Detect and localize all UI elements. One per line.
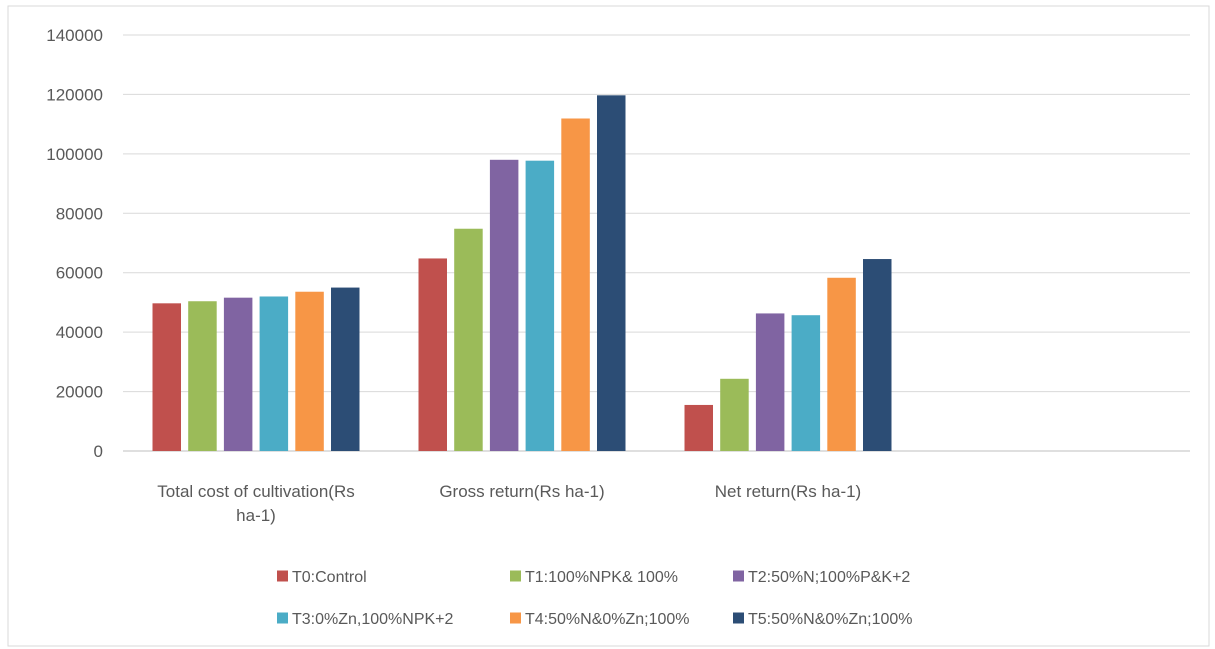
x-category-label: ha-1) <box>236 506 276 525</box>
y-tick-label: 20000 <box>56 383 103 402</box>
bar-t0-control-2 <box>684 404 713 451</box>
bar-t2-50-n-100-p-k-2-1 <box>489 159 519 452</box>
bar-t4-50-n-0-zn-100--1 <box>561 118 590 452</box>
bar-t0-control-1 <box>418 258 447 451</box>
y-tick-label: 140000 <box>46 26 103 45</box>
bar-t5-50-n-0-zn-100--2 <box>863 259 892 451</box>
legend-swatch <box>510 612 521 624</box>
bar-t2-50-n-100-p-k-2-2 <box>755 313 785 451</box>
y-tick-label: 0 <box>94 442 103 461</box>
y-tick-label: 120000 <box>46 85 103 104</box>
bar-t5-50-n-0-zn-100--1 <box>597 95 626 451</box>
y-tick-label: 40000 <box>56 323 103 342</box>
legend-swatch <box>277 570 288 582</box>
legend-label: T4:50%N&0%Zn;100% <box>525 611 690 628</box>
y-tick-label: 80000 <box>56 204 103 223</box>
bar-t3-0-zn-100-npk-2-1 <box>525 160 555 452</box>
x-axis-categories: Total cost of cultivation(Rs ha-1) Gross r… <box>157 482 861 525</box>
x-category-label: Net return(Rs ha-1) <box>715 482 861 501</box>
x-category-label: Gross return(Rs ha-1) <box>439 482 604 501</box>
bar-t1-100-npk-100--0 <box>188 301 217 451</box>
bar-t3-0-zn-100-npk-2-0 <box>259 296 289 451</box>
bar-t0-control-0 <box>152 303 181 451</box>
legend-label: T0:Control <box>292 569 367 586</box>
bar-t5-50-n-0-zn-100--0 <box>331 287 360 451</box>
bar-t1-100-npk-100--2 <box>720 378 749 451</box>
bar-t3-0-zn-100-npk-2-2 <box>791 315 821 451</box>
legend-label: T5:50%N&0%Zn;100% <box>748 611 913 628</box>
legend-label: T3:0%Zn,100%NPK+2 <box>292 611 454 628</box>
bar-t1-100-npk-100--1 <box>454 228 483 451</box>
legend-swatch <box>733 612 744 624</box>
legend-label: T2:50%N;100%P&K+2 <box>748 569 910 586</box>
x-category-label: Total cost of cultivation(Rs <box>157 482 354 501</box>
bar-t4-50-n-0-zn-100--2 <box>827 277 856 451</box>
legend: T0:Control T1:100%NPK& 100% T2:50%N;100%P&… <box>277 569 913 628</box>
y-tick-label: 100000 <box>46 145 103 164</box>
bar-t4-50-n-0-zn-100--0 <box>295 291 324 451</box>
bar-t2-50-n-100-p-k-2-0 <box>223 297 253 451</box>
y-axis-ticks: 0 20000 40000 60000 80000 100000 120000 140000 <box>46 26 103 461</box>
legend-swatch <box>277 612 288 624</box>
bars <box>152 95 892 452</box>
legend-swatch <box>733 570 744 582</box>
legend-swatch <box>510 570 521 582</box>
legend-label: T1:100%NPK& 100% <box>525 569 678 586</box>
y-tick-label: 60000 <box>56 264 103 283</box>
